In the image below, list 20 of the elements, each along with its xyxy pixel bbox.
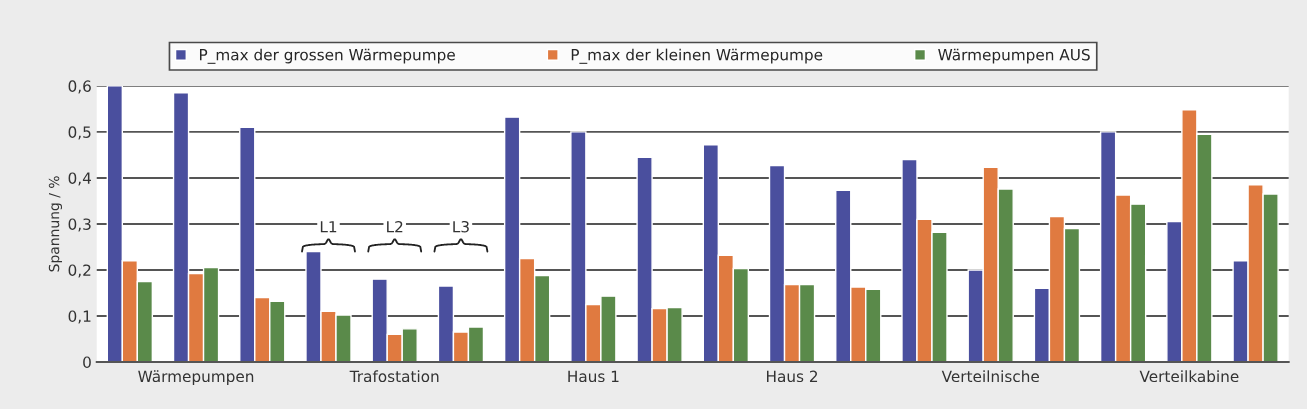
x-tick-label: Trafostation <box>349 370 439 383</box>
x-tick-label: Verteilnische <box>941 370 1039 383</box>
annotation: L1 <box>320 221 337 233</box>
x-tick-label: Verteilkabine <box>1139 370 1239 383</box>
annotation: L3 <box>453 220 469 233</box>
legend-label: P_max der kleinen Wärmepumpe <box>571 48 823 64</box>
x-tick-label: Haus 1 <box>568 370 619 383</box>
y-tick-label: 0,2 <box>68 264 91 278</box>
y-tick-label: 0 <box>83 356 91 368</box>
y-axis-title: Spannung / % <box>48 176 62 272</box>
y-tick-label: 0,4 <box>68 172 91 186</box>
annotation: L2 <box>387 220 403 233</box>
y-tick-label: 0,3 <box>68 218 91 232</box>
x-tick-label: Haus 2 <box>767 370 818 383</box>
y-tick-label: 0,5 <box>68 126 91 140</box>
legend-label: Wärmepumpen AUS <box>938 48 1090 64</box>
y-tick-label: 0,1 <box>68 310 91 324</box>
y-tick-label: 0,6 <box>68 80 91 94</box>
legend-label: P_max der grossen Wärmepumpe <box>200 48 455 64</box>
x-tick-label: Wärmepumpen <box>138 370 254 386</box>
